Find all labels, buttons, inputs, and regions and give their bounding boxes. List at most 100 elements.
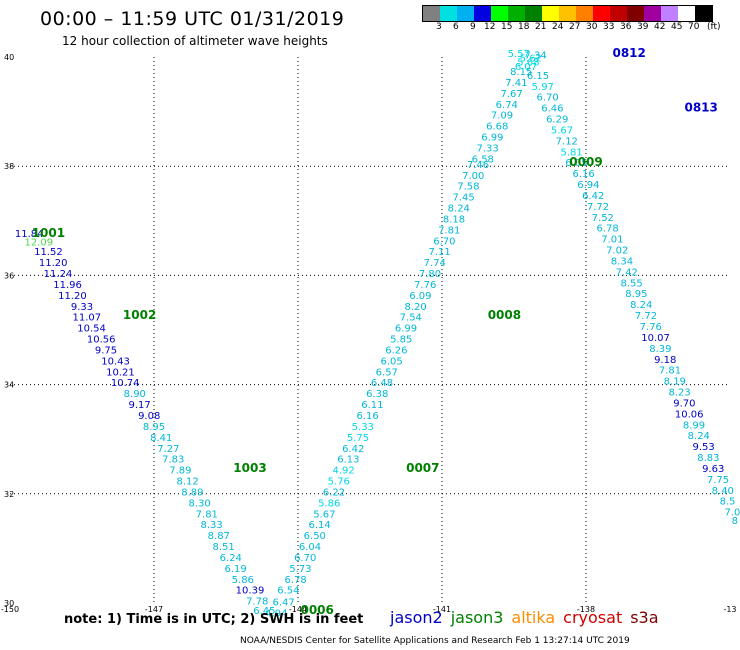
legend-swatch <box>576 6 593 21</box>
swh-value: 6.19 <box>224 564 246 575</box>
legend-tick-label: 6 <box>453 22 459 32</box>
swh-value: 6.05 <box>380 356 402 367</box>
swh-value: 5.76 <box>328 477 350 488</box>
swh-value: 10.21 <box>106 367 135 378</box>
swh-value: 9.75 <box>95 345 117 356</box>
swh-value: 5.81 <box>560 147 582 158</box>
swh-value: 6.58 <box>472 154 494 165</box>
legend-tick-label: 33 <box>603 22 615 32</box>
swh-value: 6.70 <box>433 236 455 247</box>
swh-value: 5.68 <box>517 58 539 69</box>
footnote: note: 1) Time is in UTC; 2) SWH is in fe… <box>64 612 364 627</box>
swh-value: 9.17 <box>128 400 150 411</box>
swh-value: 7.81 <box>438 225 460 236</box>
swh-value: 8.12 <box>176 477 198 488</box>
swh-value: 8.95 <box>625 289 647 300</box>
swh-value: 11.84 <box>15 229 44 240</box>
legend-tick-label: 27 <box>569 22 581 32</box>
swh-value: 6.68 <box>486 122 508 133</box>
swh-value: 6.99 <box>481 133 503 144</box>
swh-value: 8.33 <box>200 520 222 531</box>
swh-value: 7.12 <box>556 136 578 147</box>
legend-tick-label: 15 <box>501 22 513 32</box>
lat-tick-label: 34 <box>4 381 14 390</box>
swh-value: 9.33 <box>71 302 93 313</box>
swh-value: 9.63 <box>702 464 724 475</box>
swh-value: 7.74 <box>424 258 446 269</box>
swh-value: 7.34 <box>524 51 546 62</box>
swh-value: 10.39 <box>236 586 265 597</box>
legend-tick-label: 12 <box>484 22 496 32</box>
lat-tick-label: 36 <box>4 271 14 280</box>
swh-value: 8.18 <box>443 214 465 225</box>
legend-tick-label: 9 <box>470 22 476 32</box>
swh-value: 12.09 <box>24 237 53 248</box>
swh-value: 10.06 <box>675 409 704 420</box>
swh-value: 8.41 <box>150 433 172 444</box>
swh-value: 11.96 <box>53 280 82 291</box>
swh-value: 7.27 <box>157 444 179 455</box>
lon-tick-label: -138 <box>577 605 595 614</box>
swh-value: 6.78 <box>596 224 618 235</box>
swh-value: 6.42 <box>582 191 604 202</box>
map-title: 00:00 – 11:59 UTC 01/31/2019 <box>40 8 345 30</box>
swh-value: 6.07 <box>515 62 537 73</box>
legend-swatch <box>508 6 525 21</box>
swh-value: 4.92 <box>332 466 354 477</box>
pass-labels: 1001100210030006000700080009081208130814… <box>32 46 718 617</box>
legend-swatch <box>525 6 542 21</box>
swh-value: 7.81 <box>659 366 681 377</box>
swh-value: 6.15 <box>527 71 549 82</box>
swh-value: 8.20 <box>404 302 426 313</box>
pass-id-label: 0009 <box>569 155 602 169</box>
swh-value: 6.74 <box>496 100 518 111</box>
swh-value: 7.09 <box>491 111 513 122</box>
swh-value: 7.72 <box>635 311 657 322</box>
swh-value: 6.14 <box>308 520 330 531</box>
swh-value: 8.95 <box>143 422 165 433</box>
swh-value: 8.24 <box>630 300 652 311</box>
swh-value: 10.43 <box>101 356 130 367</box>
swh-value: 5.73 <box>289 564 311 575</box>
swh-value: 7.80 <box>419 269 441 280</box>
swh-value: 7.72 <box>587 202 609 213</box>
swh-value: 7.83 <box>162 455 184 466</box>
satellite-s3a: s3a <box>630 608 659 627</box>
swh-value: 8.83 <box>697 453 719 464</box>
pass-id-label: 0813 <box>684 101 717 115</box>
lat-tick-label: 38 <box>4 162 14 171</box>
swh-value: 6.46 <box>541 104 563 115</box>
swh-value: 7.54 <box>400 313 422 324</box>
lon-tick-label: -141 <box>433 605 451 614</box>
legend-tick-label: 30 <box>586 22 598 32</box>
legend-swatch <box>678 6 695 21</box>
swh-value: 8.19 <box>664 377 686 388</box>
swh-value: 11.07 <box>72 313 101 324</box>
legend-tick-label: 24 <box>552 22 564 32</box>
pass-id-label: 1003 <box>233 461 266 475</box>
satellite-altika: altika <box>511 608 556 627</box>
lon-tick-label: -13 <box>723 605 736 614</box>
lat-tick-label: 40 <box>4 53 14 62</box>
swh-value: 6.05 <box>565 158 587 169</box>
legend-swatch <box>491 6 508 21</box>
swh-value: 6.70 <box>536 93 558 104</box>
pass-id-label: 0008 <box>488 308 521 322</box>
swh-value: 10.56 <box>87 335 116 346</box>
swh-value: 8.24 <box>688 431 710 442</box>
swh-value: 6.45 <box>253 606 275 617</box>
swh-value: 7.01 <box>601 235 623 246</box>
swh-value: 8.39 <box>649 344 671 355</box>
swh-value: 7.00 <box>462 171 484 182</box>
swh-value: 8.90 <box>124 389 146 400</box>
swh-value: 6.09 <box>409 291 431 302</box>
swh-value: 7.81 <box>196 509 218 520</box>
satellite-legend: jason2 jason3 altika cryosat s3a <box>390 608 667 627</box>
swh-value: 6.11 <box>361 400 383 411</box>
legend-swatch <box>559 6 576 21</box>
swh-value: 11.20 <box>39 258 68 269</box>
map-gridlines <box>10 57 730 603</box>
swh-value: 6.16 <box>356 411 378 422</box>
swh-value: 7.42 <box>616 267 638 278</box>
